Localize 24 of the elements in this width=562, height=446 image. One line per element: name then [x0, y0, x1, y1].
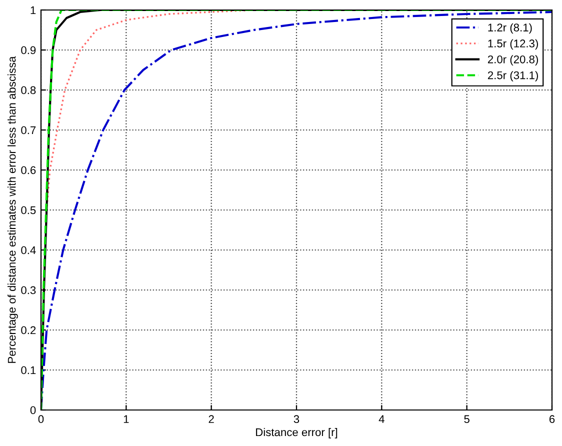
x-axis-title: Distance error [r] [256, 428, 338, 438]
y-tick-label: 0.1 [21, 366, 36, 374]
x-tick-label: 2 [208, 415, 214, 423]
x-tick-label: 0 [38, 415, 44, 424]
y-tick-label: 0.2 [21, 326, 36, 334]
y-tick-label: 0.5 [21, 206, 36, 214]
legend-label: 2.0r (20.8) [488, 55, 538, 66]
x-tick-label: 6 [549, 415, 555, 424]
y-tick-label: 0.9 [21, 46, 36, 54]
x-tick-label: 5 [464, 415, 470, 424]
y-tick-label: 1 [30, 6, 36, 14]
y-axis-title: Percentage of distance estimates with error less than abscissa [8, 56, 18, 363]
y-tick-label: 0.4 [21, 246, 36, 254]
legend-label: 1.5r (12.3) [488, 39, 538, 50]
y-tick-label: 0.3 [21, 286, 36, 294]
legend-label: 1.2r (8.1) [488, 23, 532, 34]
y-tick-label: 0.6 [21, 166, 36, 174]
x-tick-label: 3 [294, 415, 300, 424]
y-tick-label: 0 [30, 406, 36, 414]
legend-label: 2.5r (31.1) [488, 71, 538, 82]
y-tick-label: 0.8 [21, 86, 36, 94]
x-tick-label: 4 [378, 415, 384, 423]
y-tick-label: 0.7 [21, 126, 36, 134]
x-tick-label: 1 [124, 415, 129, 423]
